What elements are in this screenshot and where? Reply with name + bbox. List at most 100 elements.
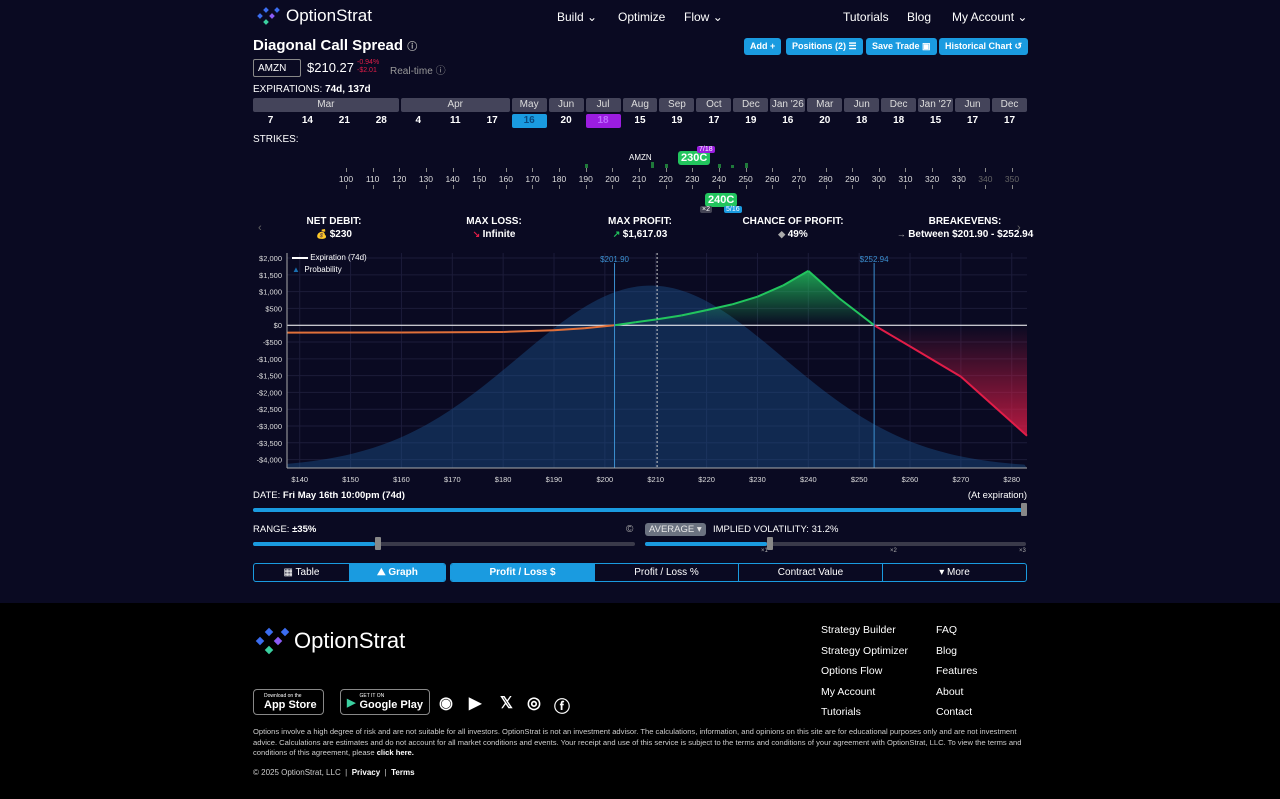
expiration-day[interactable]: 18	[893, 115, 905, 126]
expiration-day[interactable]: 19	[671, 115, 683, 126]
footer-link[interactable]: Tutorials	[821, 706, 861, 718]
date-slider-handle[interactable]	[1021, 503, 1027, 516]
footer-link[interactable]: My Account	[821, 685, 876, 698]
strike-label[interactable]: 180	[552, 174, 567, 184]
range-slider[interactable]	[253, 537, 635, 550]
strike-label[interactable]: 140	[445, 174, 460, 184]
expiration-day[interactable]: 19	[745, 115, 757, 126]
strike-label[interactable]: 200	[605, 174, 620, 184]
strike-label[interactable]: 260	[765, 174, 780, 184]
app-store-button[interactable]: Download on the App Store	[253, 689, 324, 715]
expiration-day[interactable]: 7	[267, 115, 274, 126]
google-play-button[interactable]: ▶ GET IT ON Google Play	[340, 689, 431, 715]
strike-label[interactable]: 160	[498, 174, 513, 184]
expiration-day[interactable]: 20	[819, 115, 831, 126]
pl-chart[interactable]: $2,000 $1,500 $1,000 $500 $0 -$500 -$1,000 -$1,…	[250, 250, 1030, 490]
discord-icon[interactable]: ◉	[439, 695, 453, 712]
expiration-day[interactable]: 17	[486, 115, 498, 126]
ticker-input[interactable]: AMZN	[253, 59, 301, 77]
strike-label[interactable]: 100	[338, 174, 354, 184]
expiration-day[interactable]: 17	[1003, 115, 1016, 126]
long-leg-badge[interactable]: 230C	[678, 151, 711, 165]
expiration-day[interactable]: 4	[415, 115, 422, 126]
expiration-day[interactable]: 18	[585, 114, 621, 128]
nav-flow[interactable]: Flow ⌄	[684, 10, 723, 24]
footer-link[interactable]: Options Flow	[821, 665, 883, 677]
strike-label[interactable]: 220	[658, 174, 673, 184]
expiration-day[interactable]: 16	[782, 115, 794, 126]
footer-link[interactable]: FAQ	[936, 624, 958, 636]
strike-ruler[interactable]: AMZN 230C 7/18 240C ×2 5/16 100 110 120 130…	[0, 146, 1280, 220]
strike-label[interactable]: 250	[738, 174, 753, 184]
strike-label[interactable]: 110	[365, 174, 380, 184]
strike-label[interactable]: 350	[1004, 174, 1020, 184]
x-icon[interactable]: 𝕏	[500, 695, 513, 712]
tab-contract-value[interactable]: Contract Value	[739, 564, 883, 581]
tab-profit-loss-percent[interactable]: Profit / Loss %	[595, 564, 739, 581]
more-dropdown[interactable]: ▾ More	[939, 567, 970, 578]
help-icon[interactable]: ⓘ	[407, 42, 418, 53]
footer-link[interactable]: Contact	[936, 706, 973, 718]
strike-label[interactable]: 330	[951, 174, 966, 184]
expiration-day[interactable]: 18	[856, 115, 868, 126]
strike-label[interactable]: 210	[631, 174, 647, 184]
reset-icon[interactable]: ©	[626, 524, 634, 535]
strike-label[interactable]: 230	[685, 174, 700, 184]
expiration-day[interactable]: 28	[375, 115, 387, 126]
nav-my-account[interactable]: My Account ⌄	[952, 10, 1028, 24]
expiration-day[interactable]: 11	[449, 115, 461, 126]
footer-logo[interactable]: OptionStrat	[253, 623, 405, 659]
strike-label[interactable]: 280	[818, 174, 833, 184]
expiration-day[interactable]: 17	[708, 115, 720, 126]
privacy-link[interactable]: Privacy	[351, 768, 381, 777]
nav-optimize[interactable]: Optimize	[618, 10, 666, 24]
expiration-day[interactable]: 21	[338, 115, 350, 126]
strike-label[interactable]: 150	[472, 174, 487, 184]
nav-build[interactable]: Build ⌄	[557, 10, 598, 24]
strike-label[interactable]: 170	[525, 174, 540, 184]
iv-mode-dropdown[interactable]: AVERAGE ▾	[645, 523, 706, 536]
expiration-day[interactable]: 15	[634, 115, 646, 126]
save-trade-button[interactable]: Save Trade ▣	[866, 38, 937, 55]
click-here-link[interactable]: click here.	[376, 748, 414, 757]
strike-label[interactable]: 120	[392, 174, 407, 184]
strike-label[interactable]: 310	[898, 174, 913, 184]
footer-link[interactable]: Features	[936, 665, 978, 677]
logo[interactable]: OptionStrat	[255, 4, 372, 28]
positions-button[interactable]: Positions (2) ☰	[786, 38, 863, 55]
footer-link[interactable]: About	[936, 685, 964, 698]
strike-label[interactable]: 130	[418, 174, 433, 184]
tab-profit-loss-dollar[interactable]: Profit / Loss $	[451, 564, 595, 581]
footer-link[interactable]: Blog	[936, 644, 958, 657]
footer-link[interactable]: Strategy Builder	[821, 624, 896, 636]
strike-label[interactable]: 240	[711, 174, 727, 184]
expiration-day[interactable]: 17	[967, 115, 979, 126]
expiration-day[interactable]: 16	[511, 114, 547, 128]
scroll-left-icon[interactable]: ‹	[258, 222, 262, 234]
strike-label[interactable]: 300	[871, 174, 886, 184]
nav-blog[interactable]: Blog	[907, 10, 932, 24]
range-slider-handle[interactable]	[375, 537, 382, 550]
strike-label[interactable]: 190	[578, 174, 593, 184]
expiration-day[interactable]: 20	[560, 115, 572, 126]
footer-link[interactable]: Strategy Optimizer	[821, 644, 908, 657]
strike-label[interactable]: 290	[845, 174, 860, 184]
instagram-icon[interactable]: ◎	[527, 695, 541, 712]
terms-link[interactable]: Terms	[391, 768, 415, 777]
date-slider[interactable]	[253, 503, 1027, 516]
tab-graph[interactable]: ⛰ Graph	[350, 564, 445, 581]
youtube-icon[interactable]: ▶	[469, 695, 482, 712]
strike-label[interactable]: 340	[978, 174, 993, 184]
tab-table[interactable]: ▦ Table	[254, 564, 350, 581]
scroll-right-icon[interactable]: ›	[1017, 222, 1021, 234]
facebook-icon[interactable]: ⓕ	[554, 699, 571, 716]
historical-chart-button[interactable]: Historical Chart ↺	[939, 38, 1029, 55]
add-button[interactable]: Add +	[744, 38, 782, 55]
strike-label[interactable]: 320	[924, 174, 940, 184]
expiration-day[interactable]: 14	[301, 115, 313, 126]
iv-slider-handle[interactable]	[766, 537, 773, 550]
iv-slider[interactable]	[645, 537, 1026, 550]
expiration-day[interactable]: 15	[930, 115, 942, 126]
short-leg-badge[interactable]: 240C	[705, 193, 738, 207]
nav-tutorials[interactable]: Tutorials	[843, 10, 889, 24]
